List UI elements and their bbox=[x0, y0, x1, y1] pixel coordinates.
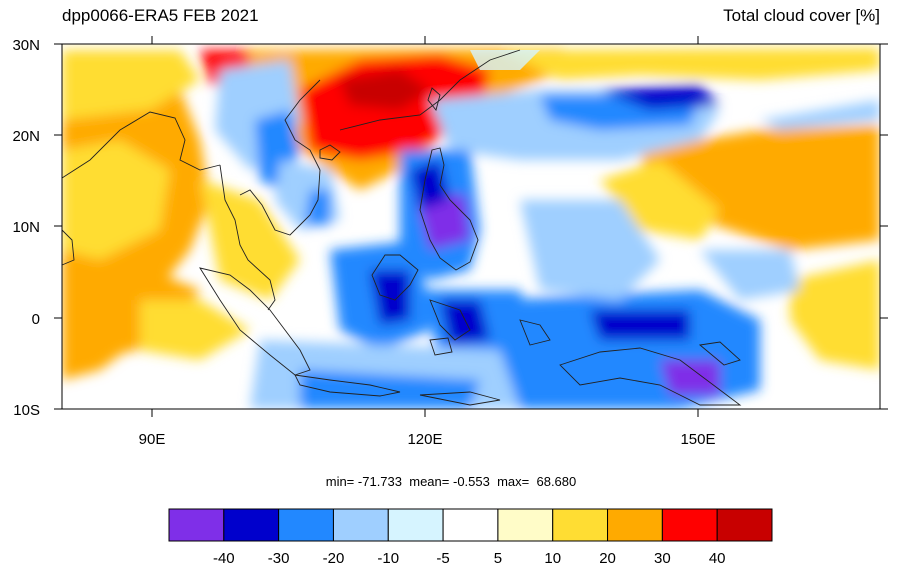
colorbar-tick-label: 30 bbox=[654, 550, 671, 567]
colorbar-swatch bbox=[497, 508, 554, 542]
colorbar-swatch bbox=[552, 508, 609, 542]
lon-label-120e: 120E bbox=[407, 431, 442, 448]
axis-ticks bbox=[54, 36, 888, 417]
lon-label-90e: 90E bbox=[139, 431, 166, 448]
colorbar-swatch bbox=[168, 508, 225, 542]
colorbar-tick-label: -5 bbox=[436, 550, 449, 567]
colorbar-tick-label: -40 bbox=[213, 550, 235, 567]
colorbar-swatch bbox=[442, 508, 499, 542]
colorbar-swatch bbox=[332, 508, 389, 542]
colorbar-tick-label: 10 bbox=[544, 550, 561, 567]
colorbar-swatch bbox=[223, 508, 280, 542]
plot-title-right: Total cloud cover [%] bbox=[723, 6, 880, 25]
lat-label-10n: 10N bbox=[12, 219, 40, 236]
colorbar-swatch bbox=[661, 508, 718, 542]
coastlines bbox=[61, 49, 742, 406]
mean-value: -0.553 bbox=[452, 474, 490, 489]
colorbar-tick-label: 40 bbox=[709, 550, 726, 567]
colorbar-tick-label: 5 bbox=[494, 550, 502, 567]
cloud-anomaly-field bbox=[62, 44, 880, 409]
lat-label-20n: 20N bbox=[12, 128, 40, 145]
stats-line: min= -71.733 mean= -0.553 max= 68.680 bbox=[0, 474, 902, 489]
colorbar-swatch bbox=[607, 508, 663, 542]
mean-label: mean= bbox=[409, 474, 450, 489]
colorbar-swatch bbox=[278, 508, 334, 542]
lat-label-30n: 30N bbox=[12, 37, 40, 54]
min-label: min= bbox=[325, 474, 355, 489]
max-label: max= bbox=[497, 474, 530, 489]
colorbar-swatch bbox=[716, 508, 773, 542]
colorbar-labels: -40 -30 -20 -10 -5 5 10 20 30 40 bbox=[213, 550, 726, 567]
colorbar-tick-label: 20 bbox=[599, 550, 616, 567]
plot-title-left: dpp0066-ERA5 FEB 2021 bbox=[62, 6, 259, 25]
colorbar-tick-label: -30 bbox=[268, 550, 290, 567]
lat-label-10s: 10S bbox=[13, 402, 40, 419]
lon-label-150e: 150E bbox=[680, 431, 715, 448]
colorbar bbox=[168, 508, 773, 542]
max-value: 68.680 bbox=[536, 474, 577, 489]
colorbar-swatch bbox=[387, 508, 444, 542]
min-value: -71.733 bbox=[357, 474, 402, 489]
lat-label-0: 0 bbox=[32, 311, 40, 328]
colorbar-tick-label: -10 bbox=[377, 550, 399, 567]
colorbar-tick-label: -20 bbox=[323, 550, 345, 567]
